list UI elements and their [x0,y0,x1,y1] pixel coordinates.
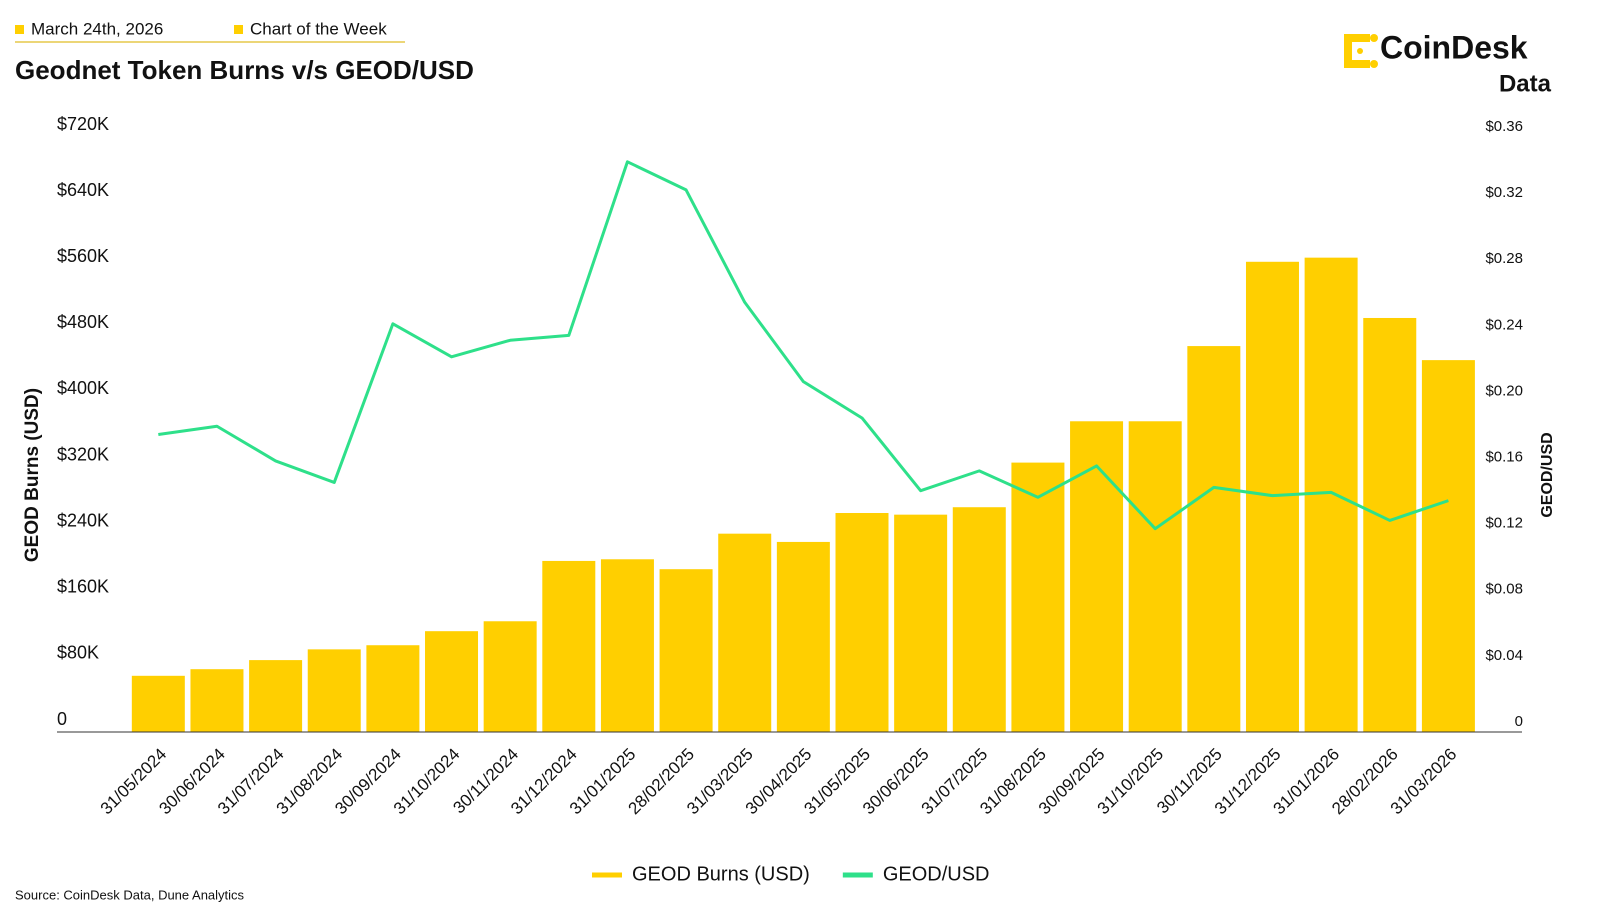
bar [600,559,654,732]
y-tick-label: $80K [57,643,99,663]
y2-tick-label: $0.28 [1485,250,1523,267]
bar [190,669,244,732]
bar [835,513,889,732]
bar [1070,421,1124,732]
y2-tick-label: $0.36 [1485,118,1523,135]
y-tick-label: $160K [57,577,109,597]
legend-label: GEOD Burns (USD) [632,863,810,885]
y-tick-label: $320K [57,444,109,464]
bar [1011,462,1065,732]
chart-title: Geodnet Token Burns v/s GEOD/USD [15,55,474,85]
bar [718,533,772,732]
header-bullet [15,25,24,34]
y2-axis-label: GEOD/USD [1539,432,1556,517]
header-label: Chart of the Week [250,19,387,38]
bar [1363,317,1417,732]
logo-name: CoinDesk [1380,29,1528,65]
y2-tick-label: $0.08 [1485,581,1523,598]
y2-tick-label: 0 [1515,713,1523,730]
bar [1421,360,1475,732]
y-axis-label: GEOD Burns (USD) [22,388,43,562]
y-tick-label: $640K [57,180,109,200]
source: Source: CoinDesk Data, Dune Analytics [15,887,245,902]
bar [307,649,361,732]
y-tick-label: $240K [57,510,109,530]
bar [659,569,713,732]
y-tick-label: 0 [57,709,67,729]
logo-icon [1344,34,1378,68]
header-date: March 24th, 2026 [31,19,163,38]
y2-tick-label: $0.04 [1485,647,1523,664]
header-bullet [234,25,243,34]
y2-tick-label: $0.24 [1485,316,1523,333]
y-tick-label: $720K [57,114,109,134]
legend-label: GEOD/USD [883,863,990,885]
bar [776,541,830,732]
bar [131,675,185,732]
y2-tick-label: $0.16 [1485,449,1523,466]
y2-tick-label: $0.12 [1485,515,1523,532]
bar [483,621,537,732]
line [158,160,1449,531]
y-tick-label: $480K [57,312,109,332]
y-tick-label: $400K [57,378,109,398]
bar [542,560,596,732]
bar [894,514,948,732]
bar [249,660,303,732]
bar [1128,421,1182,732]
bar [425,631,479,732]
y-tick-label: $560K [57,246,109,266]
y2-tick-label: $0.32 [1485,184,1523,201]
bar [952,507,1006,732]
bar [1187,346,1241,732]
bar [366,645,420,732]
y2-tick-label: $0.20 [1485,382,1523,399]
logo-sub: Data [1499,70,1552,97]
